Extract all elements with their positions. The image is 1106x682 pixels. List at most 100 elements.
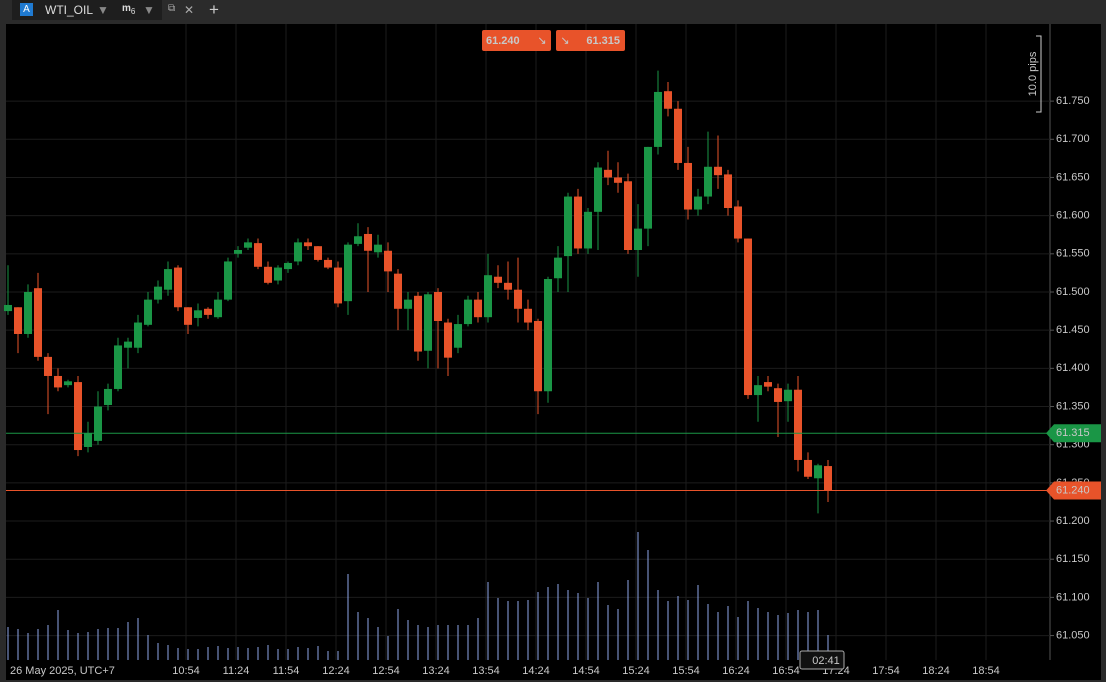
symbol-icon: A xyxy=(20,3,33,16)
x-tick-label: 14:54 xyxy=(572,665,600,677)
x-tick-label: 12:24 xyxy=(322,665,350,677)
x-tick-label: 15:24 xyxy=(622,665,650,677)
detach-button[interactable]: ⧉ xyxy=(168,3,176,14)
candle-body xyxy=(54,375,62,388)
candle-body xyxy=(164,269,172,290)
trade-button[interactable] xyxy=(482,30,551,51)
candle-body xyxy=(264,266,272,283)
candle-body xyxy=(604,169,612,178)
trade-button-label: 61.315 xyxy=(586,35,620,47)
date-label: 26 May 2025, UTC+7 xyxy=(10,665,115,677)
ask-price-label: 61.315 xyxy=(1056,427,1090,439)
countdown: 02:41 xyxy=(812,655,840,667)
candle-body xyxy=(664,91,672,109)
candle-body xyxy=(44,356,52,376)
candle-body xyxy=(414,295,422,352)
candle-body xyxy=(714,166,722,176)
candle-body xyxy=(744,238,752,396)
y-tick-label: 61.150 xyxy=(1056,553,1090,565)
candle-body xyxy=(334,267,342,304)
x-tick-label: 16:54 xyxy=(772,665,800,677)
candle-body xyxy=(634,228,642,250)
candle-body xyxy=(764,382,772,387)
trade-button-label: 61.240 xyxy=(486,35,520,47)
chart: 61.750 61.700 61.650 61.600 61.550 61.500 61.4… xyxy=(0,20,1106,682)
x-tick-label: 16:24 xyxy=(722,665,750,677)
candle-body xyxy=(304,242,312,247)
dropdown[interactable]: ▼ xyxy=(143,3,155,17)
candle-body xyxy=(814,465,822,479)
tab-bar: A WTI_OIL ▼ m6 ▼ ⧉ ✕ + xyxy=(0,0,1106,20)
close-button[interactable]: ✕ xyxy=(184,3,195,17)
y-tick-label: 61.200 xyxy=(1056,515,1090,527)
candle-body xyxy=(134,322,142,348)
candle-body xyxy=(234,249,242,254)
y-tick-label: 61.350 xyxy=(1056,400,1090,412)
candle-body xyxy=(254,243,262,267)
pips-label: 10.0 pips xyxy=(1027,51,1039,96)
trade-button[interactable] xyxy=(556,30,625,51)
candle-body xyxy=(354,236,362,244)
candle-body xyxy=(114,345,122,389)
candle-body xyxy=(624,181,632,250)
candle-body xyxy=(454,324,462,348)
candle-body xyxy=(154,286,162,300)
candle-body xyxy=(684,162,692,210)
candle-body xyxy=(124,341,132,348)
ask-badge xyxy=(1046,424,1101,443)
candle-body xyxy=(654,91,662,147)
candle-body xyxy=(794,389,802,460)
candle-body xyxy=(4,304,12,312)
candle-body xyxy=(294,242,302,262)
candle-body xyxy=(824,466,832,491)
y-tick-label: 61.050 xyxy=(1056,629,1090,641)
pips-bracket xyxy=(1036,35,1042,113)
y-tick-label: 61.650 xyxy=(1056,171,1090,183)
candle-body xyxy=(514,289,522,309)
candle-body xyxy=(584,211,592,249)
x-tick-label: 13:54 xyxy=(472,665,500,677)
candle-body xyxy=(804,459,812,477)
candle-body xyxy=(774,388,782,402)
y-tick-label: 61.600 xyxy=(1056,210,1090,222)
x-tick-label: 11:54 xyxy=(273,665,300,677)
candle-body xyxy=(24,291,32,334)
add-tab[interactable]: + xyxy=(209,0,219,19)
x-tick-label: 18:54 xyxy=(972,665,1000,677)
bid-badge xyxy=(1046,481,1101,500)
y-tick-label: 61.450 xyxy=(1056,324,1090,336)
timeframe[interactable]: m6 xyxy=(122,3,135,16)
candle-body xyxy=(554,257,562,279)
candle-body xyxy=(174,267,182,308)
candle-body xyxy=(724,174,732,209)
plot-background xyxy=(6,24,1101,680)
candle-body xyxy=(314,246,322,260)
candle-body xyxy=(524,308,532,323)
candle-body xyxy=(64,381,72,386)
candle-body xyxy=(594,167,602,212)
symbol-name[interactable]: WTI_OIL xyxy=(45,3,94,17)
candle-body xyxy=(674,108,682,163)
candle-body xyxy=(374,244,382,253)
candle-body xyxy=(484,275,492,318)
candle-body xyxy=(394,273,402,309)
x-tick-label: 13:24 xyxy=(422,665,450,677)
candle-body xyxy=(214,299,222,318)
candle-body xyxy=(324,259,332,268)
tab[interactable] xyxy=(12,0,162,20)
candle-body xyxy=(344,244,352,302)
candle-body xyxy=(74,382,82,451)
x-tick-label: 11:24 xyxy=(223,665,250,677)
candle-body xyxy=(704,166,712,197)
candle-body xyxy=(444,322,452,358)
countdown-box xyxy=(799,650,845,670)
candle-body xyxy=(94,406,102,441)
candle-body xyxy=(14,307,22,334)
dropdown[interactable]: ▼ xyxy=(97,3,109,17)
x-tick-label: 10:54 xyxy=(172,665,200,677)
x-tick-label: 17:54 xyxy=(872,665,900,677)
candle-body xyxy=(614,177,622,183)
candle-body xyxy=(244,242,252,248)
candle-body xyxy=(494,276,502,283)
